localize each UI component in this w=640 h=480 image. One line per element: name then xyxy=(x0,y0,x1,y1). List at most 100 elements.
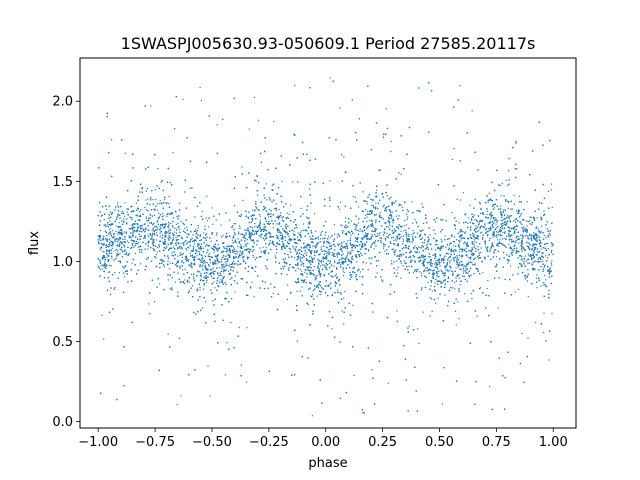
data-point xyxy=(115,230,117,232)
data-point xyxy=(265,183,267,185)
data-point xyxy=(208,265,210,267)
data-point xyxy=(251,281,253,283)
data-point xyxy=(315,276,317,278)
data-point xyxy=(454,310,457,312)
data-point xyxy=(175,232,178,234)
data-point xyxy=(280,216,283,218)
data-point xyxy=(97,241,100,243)
data-point xyxy=(196,232,198,234)
data-point xyxy=(422,260,424,262)
data-point xyxy=(495,236,498,238)
data-point xyxy=(264,218,267,220)
data-point xyxy=(306,251,308,254)
data-point xyxy=(205,281,208,284)
data-point xyxy=(137,219,139,222)
data-point xyxy=(469,204,471,206)
data-point xyxy=(551,260,553,262)
data-point xyxy=(446,261,448,264)
data-point xyxy=(465,231,467,233)
data-point xyxy=(268,208,270,210)
data-point xyxy=(202,257,204,260)
data-point xyxy=(510,253,512,255)
data-point xyxy=(416,248,418,250)
data-point xyxy=(285,226,287,229)
data-point xyxy=(280,231,282,234)
data-point xyxy=(159,225,161,227)
data-point xyxy=(440,247,442,249)
data-point xyxy=(278,240,280,242)
data-point xyxy=(145,190,148,192)
data-point xyxy=(330,271,332,273)
data-point xyxy=(118,238,120,240)
data-point xyxy=(366,238,368,241)
data-point xyxy=(392,222,394,224)
data-point xyxy=(326,247,328,249)
data-point xyxy=(221,250,224,252)
data-point xyxy=(536,217,538,219)
data-point xyxy=(468,261,470,263)
data-point xyxy=(361,246,363,249)
data-point xyxy=(139,236,141,238)
data-point xyxy=(447,276,450,278)
data-point xyxy=(366,228,368,230)
data-point xyxy=(457,301,459,303)
data-point xyxy=(196,251,198,253)
data-point xyxy=(472,216,475,218)
data-point xyxy=(486,213,488,216)
data-point xyxy=(474,228,476,230)
data-point xyxy=(126,208,128,210)
data-point xyxy=(422,311,424,313)
data-point xyxy=(531,259,533,261)
data-point xyxy=(296,340,298,342)
data-point xyxy=(414,250,416,253)
data-point xyxy=(550,269,552,272)
data-point xyxy=(450,259,452,261)
data-point xyxy=(99,249,101,251)
data-point xyxy=(546,286,548,288)
data-point xyxy=(190,273,192,275)
data-point xyxy=(513,250,515,252)
data-point xyxy=(179,202,181,204)
data-point xyxy=(296,255,298,258)
data-point xyxy=(516,225,519,227)
data-point xyxy=(411,201,413,203)
data-point xyxy=(231,239,233,241)
data-point xyxy=(471,110,473,112)
data-point xyxy=(470,253,473,256)
data-point xyxy=(545,242,547,245)
data-point xyxy=(459,85,461,87)
data-point xyxy=(435,260,437,262)
data-point xyxy=(307,226,310,228)
data-point xyxy=(494,249,497,251)
data-point xyxy=(375,260,378,262)
data-point xyxy=(225,284,227,286)
data-point xyxy=(474,219,476,221)
data-point xyxy=(155,257,157,259)
data-point xyxy=(405,251,408,254)
data-point xyxy=(551,206,553,208)
data-point xyxy=(339,107,341,109)
data-point xyxy=(467,217,469,219)
data-point xyxy=(294,84,296,87)
data-point xyxy=(477,238,479,240)
data-point xyxy=(245,232,247,234)
data-point xyxy=(446,263,448,266)
data-point xyxy=(272,227,274,229)
data-point xyxy=(354,245,356,247)
data-point xyxy=(183,282,186,284)
data-point xyxy=(123,231,125,233)
data-point xyxy=(151,232,154,235)
data-point xyxy=(500,219,502,222)
data-point xyxy=(175,263,178,265)
data-point xyxy=(403,235,405,237)
data-point xyxy=(191,267,193,269)
data-point xyxy=(324,234,326,236)
data-point xyxy=(284,239,287,241)
data-point xyxy=(375,196,377,198)
data-point xyxy=(154,189,156,191)
data-point xyxy=(156,265,158,267)
data-point xyxy=(159,214,162,216)
data-point xyxy=(216,248,218,250)
data-point xyxy=(290,204,292,206)
data-point xyxy=(364,214,367,216)
